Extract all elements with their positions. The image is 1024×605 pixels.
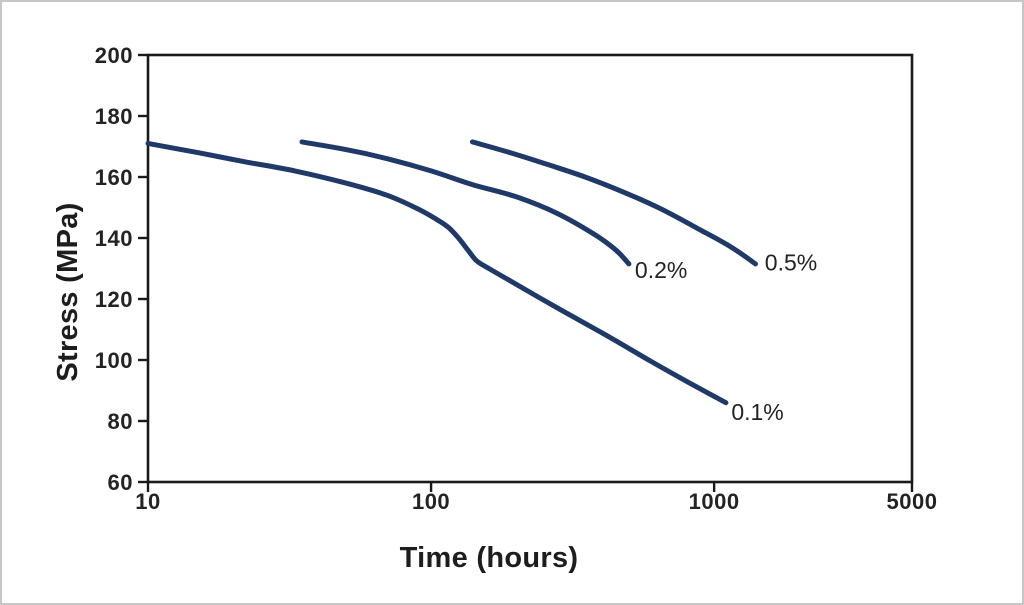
y-tick-label: 120 xyxy=(95,287,133,312)
creep-curve-0-2-percent-label: 0.2% xyxy=(635,257,687,283)
x-tick-label: 5000 xyxy=(887,489,938,514)
creep-curve-0-5-percent xyxy=(469,139,758,267)
y-tick-label: 200 xyxy=(95,43,133,68)
x-tick-label: 10 xyxy=(135,489,160,514)
y-tick-label: 60 xyxy=(108,470,133,495)
y-tick-label: 180 xyxy=(95,104,133,129)
y-axis-title: Stress (MPa) xyxy=(52,202,84,382)
plot-box xyxy=(146,53,914,484)
creep-curve-0-5-percent-label: 0.5% xyxy=(765,249,817,275)
x-tick-label: 100 xyxy=(412,489,450,514)
y-tick-label: 160 xyxy=(95,165,133,190)
creep-curve-0-1-percent xyxy=(145,140,729,406)
x-axis-title: Time (hours) xyxy=(399,542,579,574)
x-tick-label: 1000 xyxy=(689,489,740,514)
creep-curve-0-1-percent-label: 0.1% xyxy=(731,399,783,425)
creep-curve-0-2-percent xyxy=(299,139,632,267)
y-tick-label: 100 xyxy=(95,348,133,373)
y-tick-label: 140 xyxy=(95,226,133,251)
y-tick-label: 80 xyxy=(108,409,133,434)
